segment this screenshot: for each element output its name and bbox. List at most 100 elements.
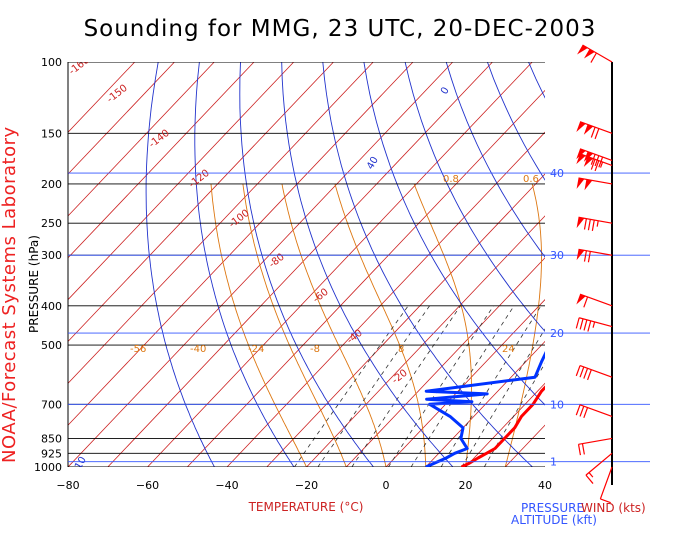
moist-adiabat-lines <box>210 183 545 467</box>
wind-barb <box>576 177 613 191</box>
isotherm-line <box>266 173 545 467</box>
dry-adiabat-label: -150 <box>105 83 130 106</box>
wind-barb <box>576 148 613 168</box>
isotherm-line <box>68 62 295 301</box>
moist-adiabat-line <box>413 183 472 467</box>
isentrope-line <box>445 62 545 258</box>
isotherm-line <box>465 382 545 467</box>
moist-adiabat-label: 8 <box>398 344 404 355</box>
pressure-tick-label: 925 <box>41 447 62 460</box>
mixing-ratio-label: 14 <box>460 466 473 477</box>
temperature-tick-label: −60 <box>136 479 159 492</box>
y-axis-label: PRESSURE (hPa) <box>27 235 41 333</box>
mixing-ratio-label: 1 <box>208 466 214 477</box>
isotherm-line <box>306 215 545 467</box>
temperature-trace <box>460 385 545 467</box>
mixing-ratio-line <box>294 305 409 467</box>
isotherm-line <box>68 62 175 175</box>
wind-barb <box>575 317 613 332</box>
mixing-ratio-label: 1.4 <box>302 466 318 477</box>
moist-adiabat-label: -40 <box>190 344 206 355</box>
dry-adiabat-label: -100 <box>227 208 252 231</box>
wind-barb <box>576 121 613 140</box>
wind-label: WIND (kts) <box>581 501 646 515</box>
x-axis-label: TEMPERATURE (°C) <box>248 500 364 514</box>
pressure-tick-label: 1000 <box>34 461 62 474</box>
isotherm-line <box>68 62 454 467</box>
chart-title: Sounding for MMG, 23 UTC, 20-DEC-2003 <box>84 16 597 42</box>
isotherm-line <box>68 62 414 426</box>
moist-adiabat-label: -8 <box>310 344 320 355</box>
isotherm-line <box>68 62 255 259</box>
temperature-tick-label: 20 <box>459 479 473 492</box>
wind-barb <box>599 466 613 504</box>
dry-adiabat-label: -160 <box>67 55 92 78</box>
dewpoint-trace <box>424 351 545 467</box>
wind-barb <box>577 44 613 63</box>
moist-adiabat-label: -56 <box>130 344 146 355</box>
altitude-ticks: 1 10 20 30 40 <box>68 167 650 469</box>
wind-barb <box>575 404 613 419</box>
wind-barb <box>575 364 613 381</box>
altitude-tick-label: 30 <box>550 249 564 262</box>
temperature-tick-label: −80 <box>56 479 79 492</box>
pressure-tick-label: 850 <box>41 432 62 445</box>
mixing-ratio-line <box>351 305 461 467</box>
moist-adiabat-line <box>281 183 387 467</box>
side-label: NOAA/Forecast Systems Laboratory <box>0 126 20 463</box>
moist-adiabat-line <box>242 183 347 467</box>
isotherm-line <box>425 340 545 467</box>
pressure-tick-label: 700 <box>41 398 62 411</box>
mixing-ratio-label: 10 <box>418 466 431 477</box>
isobar-lines <box>68 62 545 467</box>
dry-adiabat-label: -120 <box>187 168 212 191</box>
mixing-ratio-label: 20 <box>536 466 549 477</box>
isotherm-line <box>68 62 334 343</box>
mixing-ratio-label: 0.8 <box>443 174 459 185</box>
wind-barb <box>585 452 613 484</box>
temperature-tick-label: 40 <box>538 479 552 492</box>
mixing-ratio-label: 1 <box>365 466 371 477</box>
pressure-tick-label: 150 <box>41 127 62 140</box>
pressure-tick-label: 400 <box>41 300 62 313</box>
dry-adiabat-label: -40 <box>345 328 365 347</box>
isentrope-label: 0 <box>439 85 452 96</box>
pressure-tick-label: 250 <box>41 217 62 230</box>
altitude-tick-label: 1 <box>550 456 557 469</box>
isotherm-line <box>68 62 136 133</box>
wind-barb <box>577 437 613 456</box>
altitude-label: ALTITUDE (kft) <box>511 513 597 527</box>
temperature-tick-labels: −80 −60 −40 −20 0 20 40 <box>56 479 552 492</box>
mixing-ratio-label: 12 <box>446 466 459 477</box>
isentrope-label: 10 <box>73 455 89 472</box>
isentrope-lines <box>145 62 545 467</box>
pressure-altitude-label: PRESSURE <box>521 501 584 515</box>
mixing-ratio-label: 16 <box>488 466 501 477</box>
sounding-series <box>424 351 545 467</box>
moist-adiabat-line <box>210 183 307 467</box>
wind-barb <box>576 248 613 263</box>
moist-adiabat-line <box>544 465 545 467</box>
wind-barb <box>576 293 613 308</box>
isentrope-line <box>363 62 545 406</box>
altitude-tick-label: 20 <box>550 327 564 340</box>
isentrope-line <box>404 62 545 333</box>
temperature-tick-label: 0 <box>383 479 390 492</box>
mixing-ratio-line <box>388 305 494 467</box>
isotherm-line <box>147 62 533 467</box>
pressure-tick-label: 500 <box>41 339 62 352</box>
moist-adiabat-label: 24 <box>502 344 515 355</box>
pressure-tick-label: 300 <box>41 249 62 262</box>
mixing-ratio-label: 18 <box>520 466 533 477</box>
isotherm-line <box>544 466 545 467</box>
wind-barb <box>576 153 613 172</box>
wind-profile <box>575 44 613 504</box>
mixing-ratio-label: 0.6 <box>523 174 539 185</box>
temperature-tick-label: −40 <box>215 479 238 492</box>
dry-adiabat-label: -20 <box>390 368 410 387</box>
pressure-tick-label: 100 <box>41 56 62 69</box>
isotherm-line <box>68 62 374 384</box>
altitude-tick-label: 10 <box>550 398 564 411</box>
moist-adiabat-line <box>334 183 427 467</box>
